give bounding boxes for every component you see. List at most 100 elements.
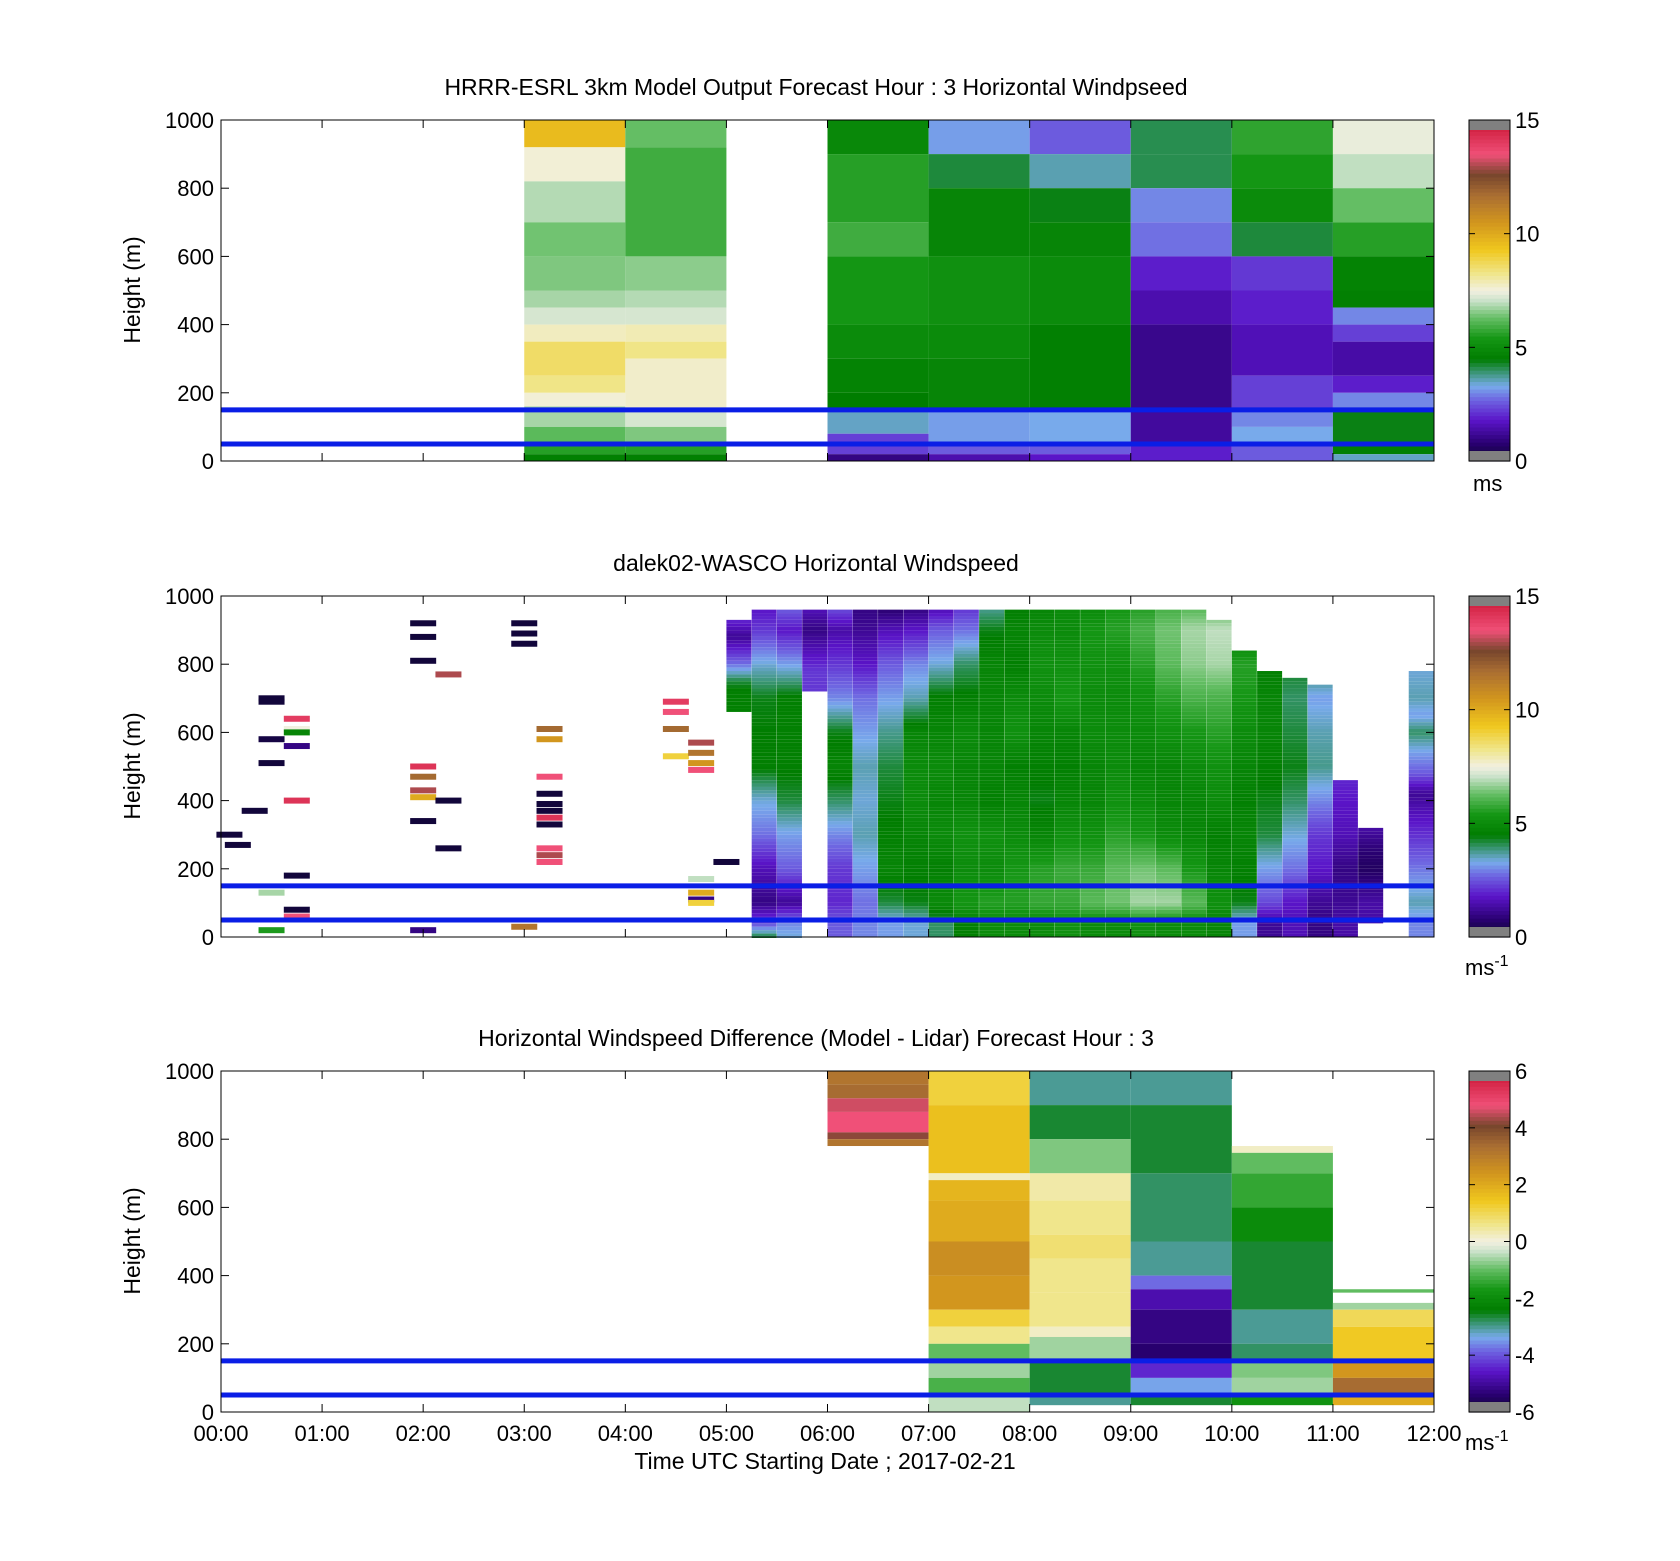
heatmap-cell	[928, 1360, 1030, 1378]
lidar-profile-cell	[776, 684, 802, 689]
lidar-profile-cell	[1029, 848, 1055, 852]
lidar-profile-cell	[1181, 889, 1207, 893]
lidar-profile-cell	[1156, 899, 1182, 903]
lidar-profile-cell	[928, 752, 954, 757]
lidar-profile-cell	[1004, 858, 1030, 862]
heatmap-cell	[928, 324, 1030, 359]
panel-2-title: dalek02-WASCO Horizontal Windspeed	[613, 550, 1019, 576]
lidar-profile-cell	[1257, 872, 1283, 876]
lidar-profile-cell	[751, 705, 777, 709]
lidar-profile-cell	[1282, 909, 1308, 914]
lidar-profile-cell	[1105, 630, 1131, 634]
lidar-profile-cell	[928, 780, 954, 784]
lidar-profile-cell	[979, 725, 1005, 729]
lidar-profile-cell	[1004, 899, 1030, 903]
lidar-profile-cell	[1408, 926, 1434, 931]
lidar-profile-cell	[1130, 892, 1156, 897]
lidar-profile-cell	[1004, 896, 1030, 900]
lidar-profile-cell	[802, 671, 828, 675]
lidar-profile-cell	[1408, 838, 1434, 842]
lidar-profile-cell	[979, 858, 1005, 862]
lidar-profile-cell	[903, 872, 929, 876]
lidar-profile-cell	[852, 838, 878, 842]
lidar-profile-cell	[852, 780, 878, 784]
heatmap-cell	[928, 120, 1030, 155]
lidar-profile-cell	[751, 650, 777, 654]
y-tick-label: 0	[202, 925, 214, 950]
lidar-profile-cell	[852, 664, 878, 668]
lidar-profile-cell	[1231, 817, 1257, 822]
lidar-profile-cell	[1231, 701, 1257, 706]
colorbar-segment	[1469, 1302, 1510, 1307]
lidar-profile-cell	[751, 766, 777, 770]
lidar-profile-cell	[1206, 732, 1232, 736]
lidar-profile-cell	[1206, 725, 1232, 729]
lidar-profile-cell	[1105, 773, 1131, 777]
lidar-profile-cell	[726, 647, 752, 651]
lidar-profile-cell	[1080, 896, 1106, 900]
lidar-profile-cell	[1257, 834, 1283, 839]
colorbar-segment	[1469, 320, 1510, 326]
lidar-profile-cell	[1282, 889, 1308, 893]
colorbar-unit-label: ms	[1473, 471, 1502, 496]
lidar-profile-cell	[928, 827, 954, 832]
lidar-profile-cell	[1130, 640, 1156, 644]
lidar-profile-cell	[802, 626, 828, 631]
lidar-profile-cell	[1282, 711, 1308, 716]
lidar-profile-cell	[1206, 879, 1232, 883]
lidar-profile-cell	[1054, 711, 1080, 716]
lidar-profile-cell	[852, 698, 878, 702]
lidar-profile-cell	[878, 705, 904, 709]
lidar-profile-cell	[1130, 752, 1156, 757]
lidar-profile-cell	[953, 848, 979, 852]
lidar-profile-cell	[726, 698, 752, 702]
lidar-profile-cell	[1231, 773, 1257, 777]
lidar-profile-cell	[1105, 722, 1131, 726]
lidar-profile-cell	[1408, 821, 1434, 825]
lidar-profile-cell	[1307, 807, 1333, 811]
lidar-profile-cell	[827, 773, 853, 777]
lidar-profile-cell	[751, 633, 777, 637]
lidar-profile-cell	[1054, 674, 1080, 678]
lidar-profile-cell	[1130, 780, 1156, 784]
lidar-profile-cell	[1054, 752, 1080, 757]
lidar-profile-cell	[802, 657, 828, 661]
lidar-profile-cell	[1080, 684, 1106, 689]
colorbar-segment	[1469, 758, 1510, 764]
lidar-profile-cell	[928, 807, 954, 811]
lidar-profile-cell	[1004, 769, 1030, 774]
lidar-profile-cell	[953, 711, 979, 716]
lidar-profile-cell	[1130, 773, 1156, 777]
lidar-profile-cell	[1156, 838, 1182, 842]
lidar-profile-cell	[1206, 913, 1232, 917]
lidar-profile-cell	[1282, 855, 1308, 859]
lidar-profile-cell	[1080, 930, 1106, 934]
lidar-profile-cell	[928, 626, 954, 631]
lidar-profile-cell	[979, 786, 1005, 791]
lidar-profile-cell	[1105, 698, 1131, 702]
lidar-profile-cell	[852, 848, 878, 852]
y-tick-label: 200	[177, 1332, 214, 1357]
lidar-profile-cell	[1408, 861, 1434, 866]
lidar-profile-cell	[726, 671, 752, 675]
colorbar-segment	[1469, 762, 1510, 768]
lidar-profile-cell	[1231, 667, 1257, 672]
lidar-profile-cell	[1105, 776, 1131, 781]
lidar-profile-cell	[1231, 749, 1257, 753]
heatmap-cell	[1231, 154, 1333, 189]
lidar-profile-cell	[852, 879, 878, 883]
lidar-profile-cell	[827, 766, 853, 770]
lidar-profile-cell	[1029, 643, 1055, 648]
lidar-profile-cell	[1029, 896, 1055, 900]
lidar-profile-cell	[1004, 623, 1030, 627]
lidar-profile-cell	[903, 715, 929, 719]
y-tick-label: 1000	[165, 1059, 214, 1084]
lidar-sample	[511, 640, 538, 647]
lidar-profile-cell	[903, 759, 929, 764]
lidar-profile-cell	[827, 623, 853, 627]
lidar-profile-cell	[1408, 763, 1434, 767]
lidar-profile-cell	[852, 892, 878, 897]
heatmap-cell	[524, 256, 626, 291]
lidar-profile-cell	[1156, 722, 1182, 726]
lidar-profile-cell	[1004, 790, 1030, 794]
